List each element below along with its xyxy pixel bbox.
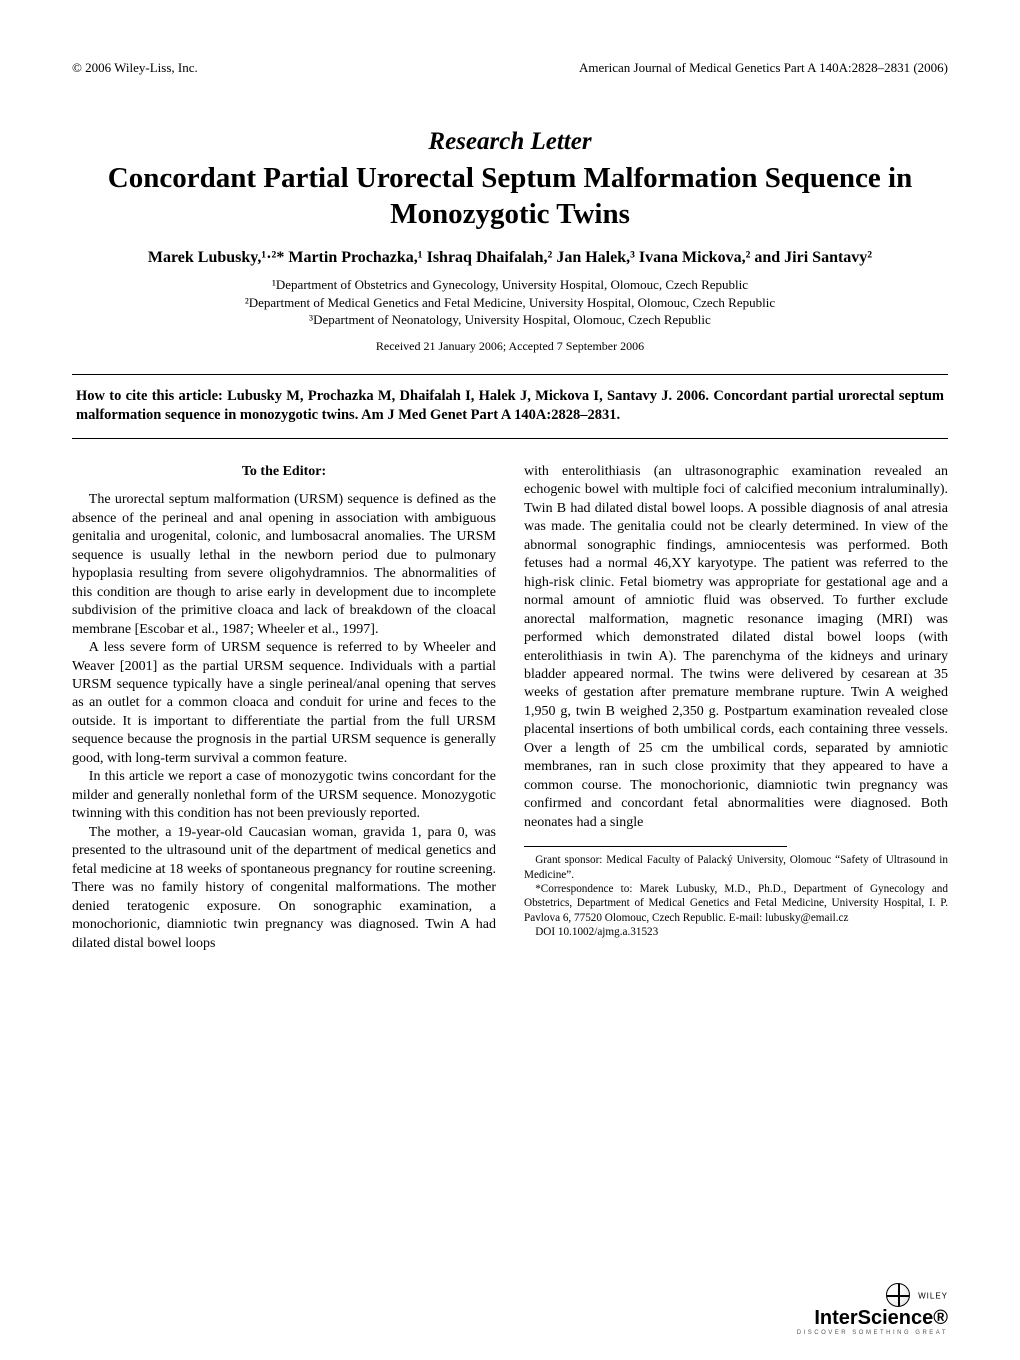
- footnote-grant: Grant sponsor: Medical Faculty of Palack…: [524, 853, 948, 882]
- globe-icon: [886, 1283, 910, 1307]
- citation-box: How to cite this article: Lubusky M, Pro…: [72, 374, 948, 439]
- citation-text: How to cite this article: Lubusky M, Pro…: [76, 387, 944, 426]
- copyright-text: © 2006 Wiley-Liss, Inc.: [72, 60, 198, 76]
- paragraph: The urorectal septum malformation (URSM)…: [72, 491, 496, 639]
- publisher-logo: WILEY InterScience® DISCOVER SOMETHING G…: [797, 1283, 948, 1336]
- affiliation-1: ¹Department of Obstetrics and Gynecology…: [72, 276, 948, 294]
- wiley-label: WILEY: [918, 1292, 948, 1301]
- footnote-separator: [524, 846, 787, 847]
- interscience-wordmark: InterScience®: [797, 1307, 948, 1330]
- affiliations: ¹Department of Obstetrics and Gynecology…: [72, 276, 948, 329]
- left-column: To the Editor: The urorectal septum malf…: [72, 463, 496, 953]
- body-columns: To the Editor: The urorectal septum malf…: [72, 463, 948, 953]
- footnote-correspondence: *Correspondence to: Marek Lubusky, M.D.,…: [524, 882, 948, 925]
- journal-citation: American Journal of Medical Genetics Par…: [579, 60, 948, 76]
- received-dates: Received 21 January 2006; Accepted 7 Sep…: [72, 339, 948, 354]
- to-editor-heading: To the Editor:: [72, 463, 496, 481]
- paragraph: with enterolithiasis (an ultrasonographi…: [524, 463, 948, 832]
- running-header: © 2006 Wiley-Liss, Inc. American Journal…: [72, 60, 948, 76]
- paragraph: The mother, a 19-year-old Caucasian woma…: [72, 824, 496, 953]
- paragraph: In this article we report a case of mono…: [72, 768, 496, 823]
- affiliation-2: ²Department of Medical Genetics and Feta…: [72, 294, 948, 312]
- section-label: Research Letter: [72, 128, 948, 156]
- affiliation-3: ³Department of Neonatology, University H…: [72, 311, 948, 329]
- author-list: Marek Lubusky,¹·²* Martin Prochazka,¹ Is…: [72, 247, 948, 269]
- paragraph: A less severe form of URSM sequence is r…: [72, 639, 496, 768]
- right-column: with enterolithiasis (an ultrasonographi…: [524, 463, 948, 953]
- footnote-doi: DOI 10.1002/ajmg.a.31523: [524, 925, 948, 939]
- article-title: Concordant Partial Urorectal Septum Malf…: [72, 160, 948, 233]
- logo-tagline: DISCOVER SOMETHING GREAT: [797, 1330, 948, 1336]
